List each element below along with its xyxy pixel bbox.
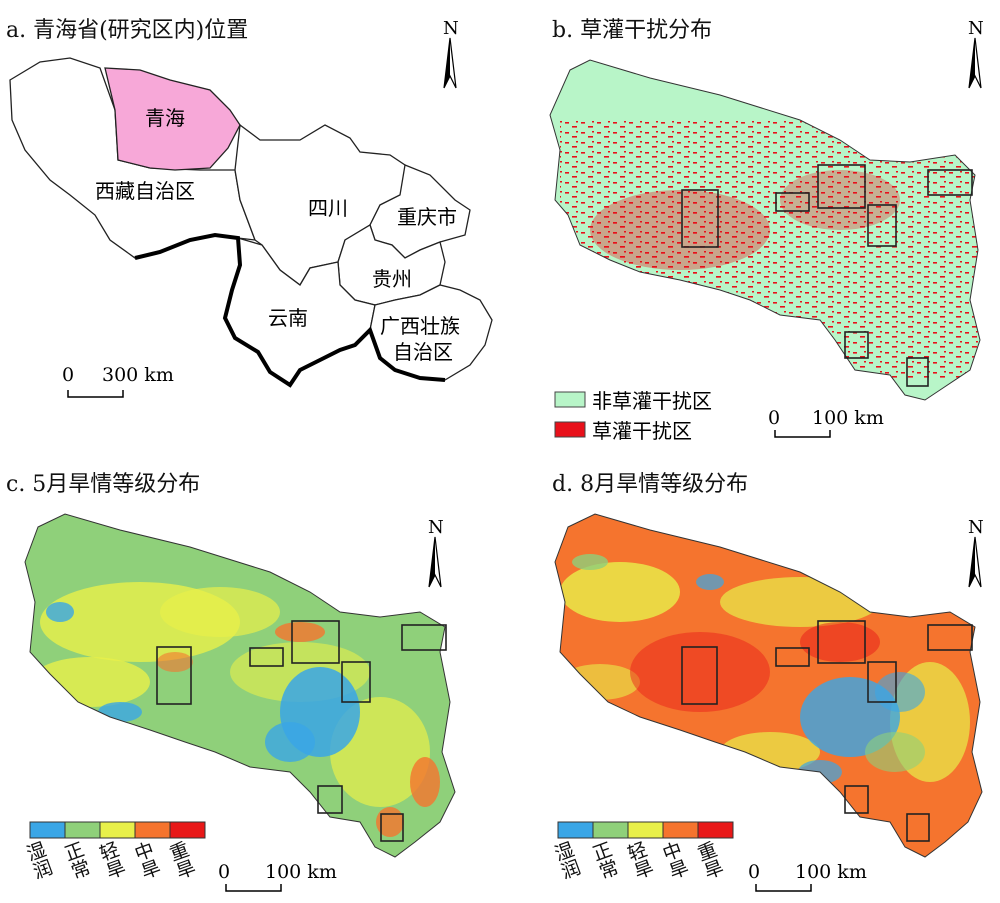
scale-label-d: 100 km — [795, 861, 867, 883]
legend-b-label-1: 非草灌干扰区 — [592, 389, 712, 413]
legend-d-swatch-2 — [592, 821, 629, 839]
label-guangxi-1: 广西壮族 — [380, 314, 460, 338]
label-guizhou: 贵州 — [372, 267, 412, 291]
scale-label-c: 100 km — [265, 861, 337, 883]
north-label-d: N — [968, 517, 984, 538]
national-border — [134, 232, 446, 388]
scale-bar-c: 0 100 km — [218, 861, 337, 892]
legend-c-swatch-4 — [134, 821, 171, 839]
panel-a-map: N 0 300 km 青海 西藏自治区 四川 重庆市 贵州 云南 广西壮族 自治… — [9, 18, 493, 398]
scale-label-b: 100 km — [812, 407, 884, 429]
label-qinghai: 青海 — [145, 106, 185, 130]
legend-d — [557, 821, 734, 839]
legend-b: 非草灌干扰区 草灌干扰区 — [554, 389, 712, 443]
panel-a: a. 青海省(研究区内)位置 N 0 300 km 青海 西藏自 — [0, 0, 500, 450]
panel-c: c. 5月旱情等级分布 — [0, 452, 500, 903]
study-boxes-d — [681, 620, 973, 842]
panel-a-title: a. 青海省(研究区内)位置 — [6, 18, 249, 43]
panel-d-map: N 0 100 km — [554, 513, 984, 892]
legend-d-swatch-3 — [627, 821, 664, 839]
legend-c-swatch-3 — [99, 821, 136, 839]
label-xizang: 西藏自治区 — [95, 179, 195, 203]
legend-c-swatch-2 — [64, 821, 101, 839]
panel-b-map: N 0 100 km 非草灌干扰区 草灌干扰区 — [549, 18, 984, 443]
north-label-c: N — [428, 517, 444, 538]
panel-c-map: N 0 100 km — [24, 513, 456, 892]
scale-bar-b: 0 100 km — [768, 407, 884, 438]
legend-b-label-2: 草灌干扰区 — [592, 419, 692, 443]
panel-d: d. 8月旱情等级分布 — [500, 452, 1000, 903]
north-arrow-c: N — [428, 517, 444, 588]
panel-b: b. 草灌干扰分布 N — [500, 0, 1000, 450]
qinghai-region — [104, 67, 241, 171]
legend-b-swatch-2 — [554, 421, 586, 438]
panel-b-title: b. 草灌干扰分布 — [552, 18, 713, 43]
panel-c-title: c. 5月旱情等级分布 — [6, 472, 201, 497]
scale-zero-d: 0 — [748, 861, 760, 883]
legend-d-swatch-1 — [557, 821, 594, 839]
north-label-b: N — [968, 18, 984, 39]
north-label-a: N — [443, 18, 459, 39]
study-boxes-b — [681, 164, 973, 387]
scale-zero-b: 0 — [768, 407, 780, 429]
legend-c-swatch-5 — [169, 821, 206, 839]
label-chongqing: 重庆市 — [397, 205, 457, 229]
scale-label-a: 300 km — [102, 364, 174, 386]
north-arrow-d: N — [968, 517, 984, 588]
label-yunnan: 云南 — [268, 306, 308, 330]
north-arrow-a: N — [443, 18, 459, 89]
study-boxes-c — [156, 620, 447, 842]
legend-d-swatch-5 — [697, 821, 734, 839]
legend-c-swatch-1 — [29, 821, 66, 839]
north-arrow-b: N — [968, 18, 984, 89]
legend-d-swatch-4 — [662, 821, 699, 839]
scale-bar-a: 0 300 km — [62, 364, 174, 398]
legend-c — [29, 821, 206, 839]
label-sichuan: 四川 — [308, 196, 348, 220]
label-guangxi-2: 自治区 — [393, 340, 453, 364]
scale-zero-c: 0 — [218, 861, 230, 883]
scale-bar-d: 0 100 km — [748, 861, 867, 892]
scale-zero-a: 0 — [62, 364, 74, 386]
legend-b-swatch-1 — [554, 391, 586, 408]
panel-d-title: d. 8月旱情等级分布 — [552, 472, 749, 497]
